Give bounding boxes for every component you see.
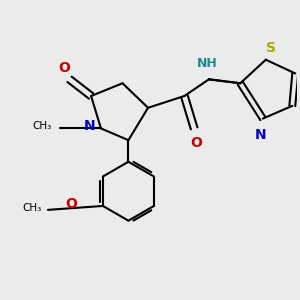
Text: S: S: [266, 41, 276, 55]
Text: CH₃: CH₃: [33, 122, 52, 131]
Text: NH: NH: [196, 56, 217, 70]
Text: CH₃: CH₃: [23, 203, 42, 213]
Text: O: O: [190, 136, 202, 150]
Text: O: O: [66, 197, 77, 211]
Text: N: N: [83, 119, 95, 134]
Text: O: O: [59, 61, 70, 75]
Text: N: N: [255, 128, 267, 142]
